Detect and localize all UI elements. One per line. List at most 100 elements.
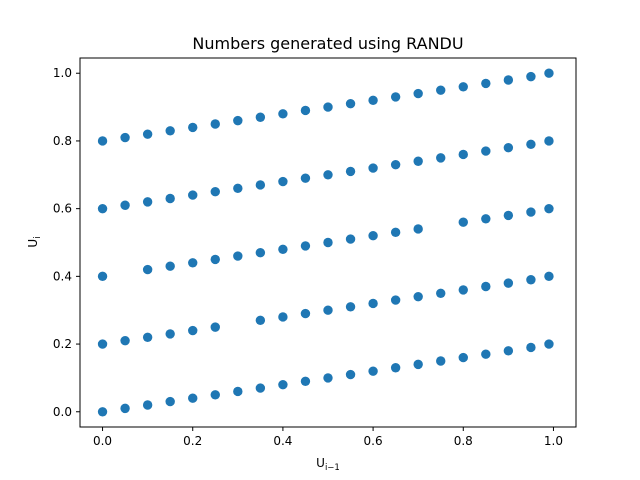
data-point: [413, 291, 423, 302]
data-point: [255, 112, 266, 122]
data-point: [481, 281, 491, 292]
data-point: [458, 285, 468, 295]
data-point: [210, 187, 220, 197]
data-point: [278, 379, 288, 390]
data-point: [97, 203, 108, 214]
data-point: [142, 400, 153, 410]
data-point: [323, 373, 333, 383]
data-point: [165, 126, 175, 136]
data-point: [436, 356, 446, 366]
data-point: [481, 349, 491, 359]
data-point: [458, 82, 468, 92]
data-point: [436, 85, 446, 95]
y-tick-label: 0.4: [53, 269, 72, 283]
x-axis-label-main: U: [316, 456, 325, 470]
data-point: [188, 258, 198, 268]
data-point: [503, 75, 514, 85]
data-point: [278, 176, 288, 187]
data-point: [165, 193, 175, 204]
data-point: [165, 329, 175, 339]
data-point: [458, 217, 468, 227]
data-point: [481, 214, 491, 224]
y-axis-label-main: U: [26, 239, 40, 248]
y-axis-label-subscript: i: [33, 236, 43, 238]
data-point: [97, 136, 108, 146]
data-point: [390, 92, 401, 102]
data-point: [345, 166, 356, 177]
data-point: [503, 143, 514, 153]
data-point: [413, 88, 423, 99]
x-tick-label: 0.4: [273, 434, 292, 448]
data-point: [233, 183, 243, 194]
x-tick-label: 0.0: [93, 434, 112, 448]
data-point: [300, 376, 311, 386]
data-point: [390, 159, 401, 170]
chart-title: Numbers generated using RANDU: [192, 34, 463, 53]
data-point: [458, 352, 468, 363]
data-point: [390, 363, 401, 373]
plot-frame: [79, 57, 577, 428]
data-point: [481, 78, 491, 89]
data-point: [233, 251, 243, 261]
data-point: [142, 264, 153, 275]
data-point: [436, 153, 446, 163]
data-point: [120, 200, 130, 210]
data-point: [255, 247, 266, 258]
data-point: [120, 335, 130, 346]
data-point: [390, 227, 401, 238]
data-point: [120, 403, 130, 414]
x-axis-label-subscript: i−1: [325, 463, 340, 473]
data-point: [188, 393, 198, 403]
data-point: [233, 386, 243, 397]
data-point: [368, 298, 378, 309]
x-tick-label: 1.0: [544, 434, 563, 448]
data-point: [390, 295, 401, 305]
data-point: [544, 339, 554, 349]
data-point: [255, 180, 266, 190]
data-point: [544, 271, 554, 282]
data-point: [526, 71, 536, 82]
x-axis-ticks: 0.0 0.2 0.4 0.6 0.8 1.0: [93, 427, 563, 448]
data-point: [300, 105, 311, 116]
data-point: [300, 308, 311, 319]
data-point: [345, 302, 356, 312]
y-tick-label: 1.0: [53, 66, 72, 80]
y-tick-label: 0.6: [53, 202, 72, 216]
data-point: [544, 68, 554, 78]
x-tick-label: 0.2: [183, 434, 202, 448]
data-point: [120, 132, 130, 143]
data-point: [503, 346, 514, 356]
data-point: [481, 146, 491, 156]
data-point: [142, 332, 153, 342]
data-point: [526, 275, 536, 285]
data-point: [165, 261, 175, 271]
data-point: [323, 102, 333, 112]
data-point: [544, 203, 554, 214]
data-point: [278, 312, 288, 322]
data-point: [323, 170, 333, 180]
data-point: [368, 95, 378, 106]
data-point: [413, 156, 423, 166]
data-point: [345, 99, 356, 109]
data-point: [436, 288, 446, 298]
data-point: [458, 149, 468, 160]
data-point: [165, 396, 175, 407]
data-point: [323, 305, 333, 315]
data-point: [278, 109, 288, 119]
data-point: [278, 244, 288, 254]
data-point: [255, 315, 266, 326]
data-point: [97, 339, 108, 349]
data-point: [188, 190, 198, 200]
data-point: [210, 254, 220, 265]
data-point: [526, 207, 536, 217]
data-point: [233, 115, 243, 126]
data-point: [413, 224, 423, 234]
y-tick-label: 0.0: [53, 405, 72, 419]
points-layer: [97, 68, 554, 417]
data-point: [413, 359, 423, 370]
data-point: [300, 173, 311, 183]
data-point: [544, 136, 554, 146]
data-point: [368, 231, 378, 241]
